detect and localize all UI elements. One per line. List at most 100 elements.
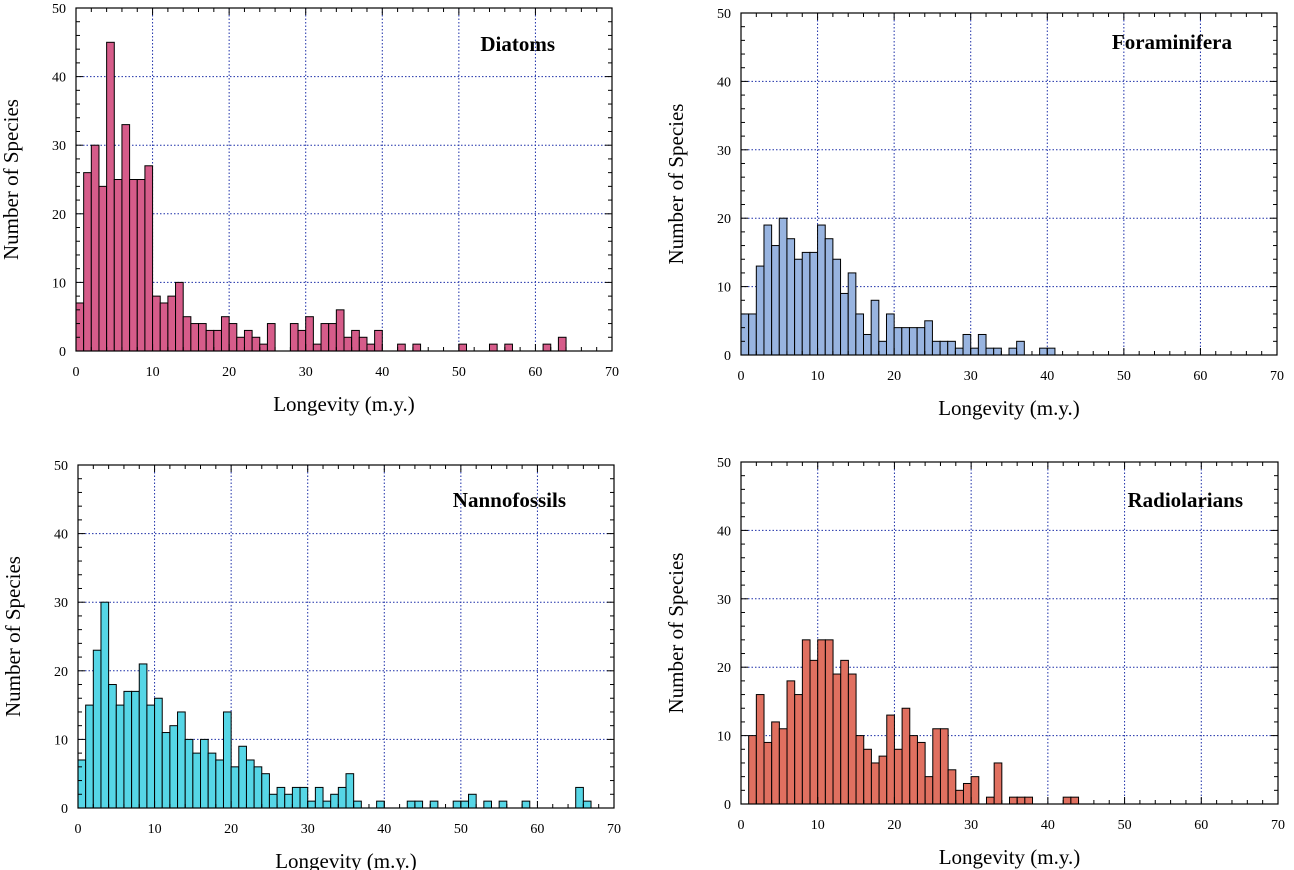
x-tick-label: 20 bbox=[222, 365, 236, 380]
bar bbox=[932, 728, 941, 805]
chart-panel-radiolarians: 0 10 20 30 40 50 60 70 0 10 20 30 40 50 Longevity (m.y… bbox=[664, 456, 1285, 869]
bar bbox=[901, 707, 911, 805]
x-axis-label: Longevity (m.y.) bbox=[939, 845, 1081, 869]
bar bbox=[863, 333, 872, 356]
bar bbox=[916, 327, 926, 356]
bar bbox=[259, 343, 268, 352]
y-tick-label: 20 bbox=[717, 212, 731, 227]
x-axis-label: Longevity (m.y.) bbox=[938, 396, 1080, 420]
bar bbox=[909, 735, 918, 805]
bar bbox=[213, 329, 222, 352]
bar bbox=[778, 217, 788, 356]
y-tick-label: 20 bbox=[52, 208, 66, 223]
bar bbox=[908, 327, 918, 356]
x-tick-label: 70 bbox=[1271, 818, 1285, 833]
bar bbox=[924, 776, 934, 805]
y-tick-label: 10 bbox=[717, 281, 731, 296]
bar bbox=[1016, 340, 1025, 356]
bar bbox=[406, 800, 416, 809]
bar bbox=[322, 800, 332, 809]
bar bbox=[314, 786, 324, 809]
y-axis-label: Number of Species bbox=[0, 99, 23, 260]
bar bbox=[840, 292, 849, 356]
bar bbox=[1046, 347, 1056, 356]
bar bbox=[763, 741, 773, 805]
bar bbox=[832, 673, 842, 805]
bar bbox=[1009, 796, 1018, 805]
bar bbox=[575, 786, 584, 809]
bar bbox=[504, 343, 513, 352]
bar bbox=[121, 124, 131, 352]
bar bbox=[488, 343, 498, 352]
y-tick-label: 20 bbox=[717, 661, 731, 676]
bar bbox=[885, 313, 895, 356]
bar bbox=[198, 323, 207, 352]
bar bbox=[582, 800, 592, 809]
bar bbox=[458, 343, 468, 352]
y-tick-label: 40 bbox=[717, 524, 731, 539]
bar bbox=[154, 697, 163, 809]
bar bbox=[870, 762, 880, 805]
bar bbox=[215, 759, 224, 809]
y-tick-label: 40 bbox=[717, 75, 731, 90]
bar bbox=[970, 776, 980, 805]
bar bbox=[345, 773, 355, 809]
bar bbox=[542, 343, 552, 352]
x-tick-label: 60 bbox=[1193, 369, 1207, 384]
y-tick-label: 50 bbox=[52, 2, 66, 17]
y-tick-label: 20 bbox=[54, 665, 68, 680]
bar bbox=[307, 800, 316, 809]
x-tick-label: 10 bbox=[146, 365, 160, 380]
x-tick-label: 30 bbox=[964, 818, 978, 833]
bar bbox=[794, 694, 803, 805]
y-tick-label: 0 bbox=[724, 349, 731, 364]
x-tick-label: 60 bbox=[1194, 818, 1208, 833]
bar bbox=[985, 796, 995, 805]
bar bbox=[175, 281, 184, 352]
bar bbox=[222, 711, 232, 809]
y-tick-label: 40 bbox=[54, 528, 68, 543]
chart-panel-nannofossils: 0 10 20 30 40 50 60 70 0 10 20 30 40 50 Longevity (m.y… bbox=[1, 459, 621, 870]
x-tick-label: 40 bbox=[375, 365, 389, 380]
bar bbox=[236, 336, 245, 352]
bar bbox=[299, 786, 309, 809]
bar bbox=[291, 786, 301, 809]
bar bbox=[169, 725, 179, 809]
y-tick-label: 0 bbox=[61, 802, 68, 817]
x-tick-label: 30 bbox=[301, 822, 315, 837]
y-axis-label: Number of Species bbox=[1, 556, 25, 717]
x-tick-label: 0 bbox=[73, 365, 80, 380]
panel-title: Nannofossils bbox=[453, 488, 566, 512]
y-axis-label: Number of Species bbox=[664, 104, 688, 265]
bar bbox=[962, 333, 972, 356]
bar bbox=[182, 316, 192, 352]
bar bbox=[184, 738, 194, 809]
bar bbox=[152, 295, 161, 352]
bar bbox=[358, 336, 368, 352]
bar bbox=[167, 295, 177, 352]
x-tick-label: 30 bbox=[299, 365, 313, 380]
x-tick-label: 20 bbox=[224, 822, 238, 837]
bar bbox=[1008, 347, 1018, 356]
bar bbox=[863, 748, 872, 805]
bar bbox=[955, 789, 964, 805]
bar bbox=[993, 347, 1002, 356]
bar bbox=[266, 323, 276, 352]
x-tick-label: 40 bbox=[377, 822, 391, 837]
bar bbox=[1039, 347, 1048, 356]
bar bbox=[763, 224, 773, 356]
bar bbox=[328, 323, 337, 352]
y-tick-label: 0 bbox=[59, 345, 66, 360]
x-tick-label: 50 bbox=[1117, 369, 1131, 384]
plot-frame bbox=[75, 7, 613, 352]
x-tick-label: 70 bbox=[605, 365, 619, 380]
bar bbox=[353, 800, 362, 809]
bar bbox=[351, 329, 360, 352]
bar bbox=[916, 741, 926, 805]
plot-frame bbox=[740, 461, 1279, 805]
bar bbox=[809, 659, 819, 805]
bar bbox=[376, 800, 385, 809]
x-tick-label: 10 bbox=[811, 818, 825, 833]
x-tick-label: 0 bbox=[738, 818, 745, 833]
chart-panel-foraminifera: 0 10 20 30 40 50 60 70 0 10 20 30 40 50 Longevity (m.y… bbox=[664, 7, 1284, 420]
